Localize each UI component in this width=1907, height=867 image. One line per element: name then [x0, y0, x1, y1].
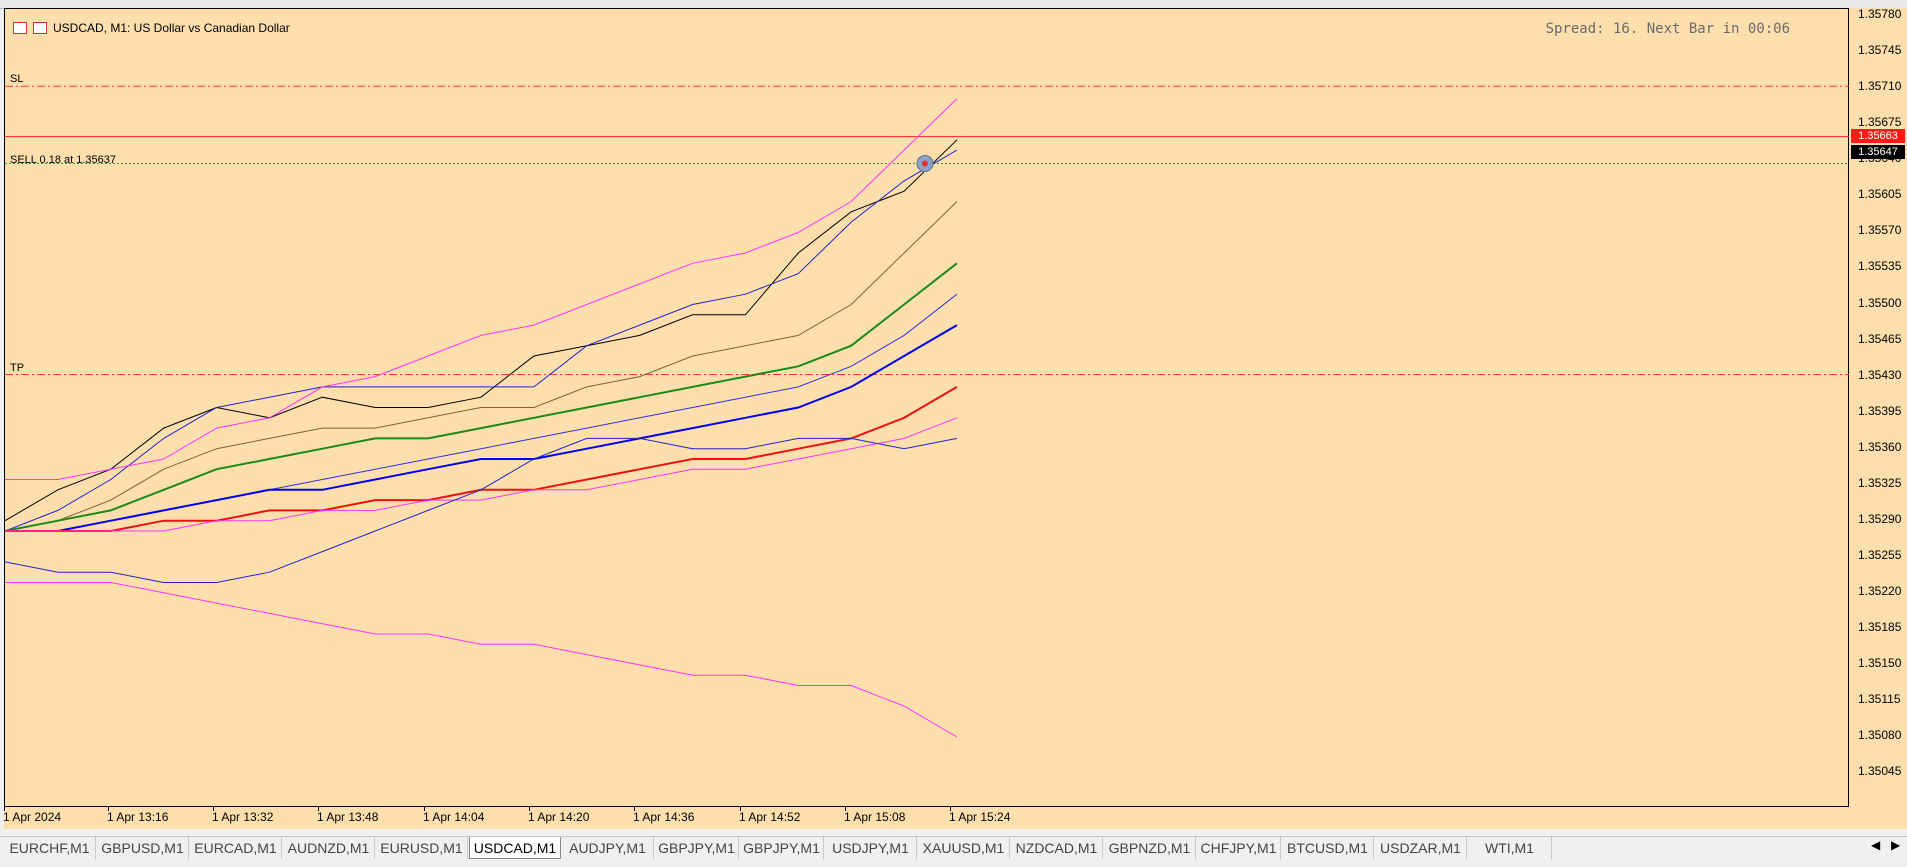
time-tick-mark [634, 807, 635, 811]
tab-audnzd-m1[interactable]: AUDNZD,M1 [283, 837, 375, 859]
time-tick-label: 1 Apr 15:24 [949, 810, 1011, 824]
series-line-6 [5, 324, 958, 532]
chart-indicators-icon[interactable] [33, 22, 47, 34]
price-tick-label: 1.35045 [1858, 763, 1902, 778]
series-line-9 [5, 437, 958, 583]
series-line-8 [5, 417, 958, 532]
tab-gbpusd-m1[interactable]: GBPUSD,M1 [97, 837, 189, 859]
price-tick-label: 1.35325 [1858, 475, 1902, 490]
price-tick-label: 1.35150 [1858, 655, 1902, 670]
price-tick-label: 1.35290 [1858, 511, 1902, 526]
time-tick-label: 1 Apr 14:36 [633, 810, 695, 824]
price-plot [5, 85, 1850, 738]
chart-tabs-bar [0, 836, 1907, 861]
chart-area[interactable]: USDCAD, M1: US Dollar vs Canadian Dollar… [4, 8, 1850, 807]
tab-btcusd-m1[interactable]: BTCUSD,M1 [1282, 837, 1374, 859]
time-tick-label: 1 Apr 15:08 [844, 810, 906, 824]
tab-wti-m1[interactable]: WTI,M1 [1468, 837, 1552, 859]
tab-eurchf-m1[interactable]: EURCHF,M1 [4, 837, 96, 859]
bid-price-box: 1.35663 [1851, 128, 1905, 143]
order-label[interactable]: SELL 0.18 at 1.35637 [10, 154, 117, 167]
price-tick-label: 1.35220 [1858, 583, 1902, 598]
series-line-1 [5, 149, 958, 532]
tab-eurcad-m1[interactable]: EURCAD,M1 [190, 837, 282, 859]
price-tick-label: 1.35500 [1858, 295, 1902, 310]
sl-label: SL [10, 73, 24, 86]
chart-menu-icon[interactable] [13, 22, 27, 34]
time-tick-label: 1 Apr 13:16 [107, 810, 169, 824]
tab-chfjpy-m1[interactable]: CHFJPY,M1 [1197, 837, 1281, 859]
price-tick-label: 1.35745 [1858, 43, 1902, 58]
tab-usdcad-m1[interactable]: USDCAD,M1 [469, 837, 561, 859]
tab-nzdcad-m1[interactable]: NZDCAD,M1 [1011, 837, 1103, 859]
price-tick-label: 1.35185 [1858, 619, 1902, 634]
price-tick-label: 1.35465 [1858, 331, 1902, 346]
tab-audjpy-m1[interactable]: AUDJPY,M1 [562, 837, 654, 859]
tab-gbpjpy-m1[interactable]: GBPJPY,M1 [740, 837, 824, 859]
time-tick-mark [108, 807, 109, 811]
time-tick-label: 1 Apr 2024 [3, 810, 62, 824]
time-tick-label: 1 Apr 13:48 [317, 810, 379, 824]
chart-title: USDCAD, M1: US Dollar vs Canadian Dollar [53, 21, 290, 35]
price-tick-label: 1.35360 [1858, 439, 1902, 454]
time-tick-mark [529, 807, 530, 811]
tab-xauusd-m1[interactable]: XAUUSD,M1 [918, 837, 1010, 859]
time-tick-mark [950, 807, 951, 811]
tab-usdzar-m1[interactable]: USDZAR,M1 [1375, 837, 1467, 859]
price-tick-label: 1.35430 [1858, 367, 1902, 382]
price-tick-label: 1.35710 [1858, 79, 1902, 94]
chart-window: USDCAD, M1: US Dollar vs Canadian Dollar… [0, 7, 1907, 829]
chevron-right-icon[interactable]: ▶ [1891, 838, 1901, 852]
series-line-4 [5, 262, 958, 532]
price-tick-label: 1.35605 [1858, 187, 1902, 202]
tab-eurusd-m1[interactable]: EURUSD,M1 [376, 837, 468, 859]
series-line-10 [5, 582, 958, 738]
series-line-0 [5, 139, 958, 522]
price-tick-label: 1.35255 [1858, 547, 1902, 562]
time-tick-mark [845, 807, 846, 811]
chevron-left-icon[interactable]: ◀ [1871, 838, 1881, 852]
ask-price-box: 1.35647 [1851, 145, 1905, 160]
price-tick-label: 1.35780 [1858, 7, 1902, 22]
chart-title-bar: USDCAD, M1: US Dollar vs Canadian Dollar [13, 21, 290, 35]
tab-gbpjpy-m1[interactable]: GBPJPY,M1 [655, 837, 739, 859]
series-line-2 [5, 98, 958, 480]
spread-readout: Spread: 16. Next Bar in 00:06 [1545, 21, 1790, 37]
time-tick-label: 1 Apr 14:52 [739, 810, 801, 824]
price-tick-label: 1.35115 [1858, 691, 1901, 706]
price-tick-label: 1.35395 [1858, 403, 1902, 418]
price-tick-label: 1.35080 [1858, 727, 1902, 742]
tab-gbpnzd-m1[interactable]: GBPNZD,M1 [1104, 837, 1196, 859]
time-tick-mark [740, 807, 741, 811]
time-tick-label: 1 Apr 14:20 [528, 810, 590, 824]
time-tick-mark [424, 807, 425, 811]
time-tick-label: 1 Apr 14:04 [423, 810, 485, 824]
tab-usdjpy-m1[interactable]: USDJPY,M1 [825, 837, 917, 859]
time-tick-label: 1 Apr 13:32 [212, 810, 274, 824]
time-scale[interactable]: 1 Apr 2024 1 Apr 13:16 1 Apr 13:32 1 Apr 13… [3, 807, 1907, 829]
series-line-3 [5, 201, 958, 532]
price-tick-label: 1.35535 [1858, 259, 1902, 274]
order-marker-dot [922, 160, 928, 167]
time-tick-mark [4, 807, 5, 811]
tp-label: TP [10, 361, 25, 374]
time-tick-mark [318, 807, 319, 811]
price-tick-label: 1.35675 [1858, 115, 1902, 130]
price-tick-label: 1.35570 [1858, 223, 1902, 238]
time-tick-mark [213, 807, 214, 811]
